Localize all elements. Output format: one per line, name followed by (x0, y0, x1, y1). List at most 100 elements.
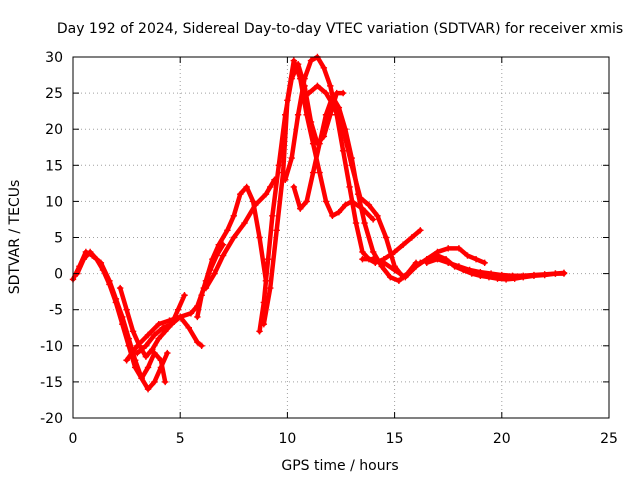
data-point (331, 104, 338, 111)
data-point (116, 284, 124, 292)
data-point (357, 194, 364, 201)
data-point (408, 234, 415, 241)
data-point (151, 331, 158, 339)
data-point (307, 57, 315, 64)
data-point (155, 320, 162, 328)
data-point (316, 140, 323, 147)
data-point (359, 248, 366, 256)
y-tick-label: -20 (40, 411, 63, 427)
data-point (249, 198, 257, 205)
series-arc-14 (423, 255, 568, 279)
x-tick-label: 25 (600, 431, 618, 447)
data-point (119, 320, 126, 328)
data-point (267, 284, 274, 292)
data-point (348, 162, 355, 169)
data-point (243, 183, 250, 191)
data-point (224, 227, 231, 234)
y-tick-label: -10 (40, 339, 63, 355)
data-point (329, 212, 336, 220)
data-point (149, 346, 156, 353)
data-point (202, 284, 210, 292)
data-point (487, 270, 495, 277)
data-point (520, 272, 527, 279)
data-point (481, 259, 488, 266)
data-point (219, 252, 227, 259)
data-point (399, 241, 407, 248)
data-point (303, 198, 310, 205)
data-point (151, 349, 158, 357)
series-line (124, 242, 226, 363)
data-point (166, 317, 173, 324)
y-tick-label: 30 (45, 50, 63, 66)
data-point (352, 219, 360, 227)
series-line (424, 256, 567, 279)
y-axis-label: SDTVAR / TECUs (7, 180, 23, 295)
data-point (123, 357, 130, 364)
y-tick-label: 0 (54, 267, 63, 283)
data-point (445, 259, 452, 266)
data-point (209, 255, 216, 263)
y-tick-label: 5 (54, 231, 63, 247)
data-point (230, 234, 237, 241)
data-point (157, 357, 165, 364)
data-point (466, 266, 473, 274)
data-point (194, 338, 201, 346)
data-point (294, 111, 302, 118)
x-tick-label: 15 (386, 431, 404, 447)
data-point (241, 219, 248, 227)
data-point (267, 183, 274, 191)
data-point (380, 259, 388, 266)
data-point (412, 263, 420, 270)
y-tick-label: -5 (49, 303, 63, 319)
series-arc-13 (359, 245, 488, 281)
data-point (290, 183, 298, 191)
data-point (455, 245, 463, 252)
data-point (423, 259, 430, 266)
data-point (264, 255, 272, 263)
data-point (142, 342, 150, 349)
data-point (402, 274, 409, 281)
data-point (309, 169, 317, 176)
data-point (314, 82, 321, 90)
y-tick-label: -15 (40, 375, 63, 391)
axes: 0 5 10 15 20 25 -20 -15 -10 -5 0 5 10 15 20 25 30 (40, 50, 618, 447)
data-point (155, 335, 162, 342)
data-point (194, 313, 201, 321)
data-point (316, 169, 323, 176)
data-point (269, 212, 276, 220)
data-point (541, 271, 548, 278)
data-point (297, 205, 304, 212)
data-point (369, 255, 377, 263)
data-point (125, 342, 132, 349)
data-point (530, 271, 538, 279)
data-point (99, 266, 107, 274)
data-point (187, 310, 195, 317)
data-point (346, 183, 353, 191)
data-point (359, 255, 366, 263)
data-point (106, 281, 113, 288)
data-point (391, 266, 398, 274)
data-point (282, 176, 289, 183)
data-point (288, 154, 295, 162)
data-point (369, 248, 377, 256)
data-point (198, 342, 205, 349)
y-tick-label: 10 (45, 194, 63, 210)
x-axis-label: GPS time / hours (281, 458, 398, 474)
x-tick-label: 20 (493, 431, 511, 447)
data-point (434, 255, 441, 263)
data-point (395, 277, 403, 285)
data-point (93, 255, 100, 263)
data-point (434, 248, 441, 256)
data-point (252, 201, 259, 209)
data-point (382, 234, 390, 241)
data-point (320, 64, 328, 72)
data-point (131, 364, 139, 371)
data-point (161, 378, 169, 386)
data-point (361, 219, 368, 227)
data-point (560, 270, 568, 277)
x-tick-label: 5 (176, 431, 185, 447)
data-point (80, 255, 87, 263)
data-point (123, 306, 130, 313)
